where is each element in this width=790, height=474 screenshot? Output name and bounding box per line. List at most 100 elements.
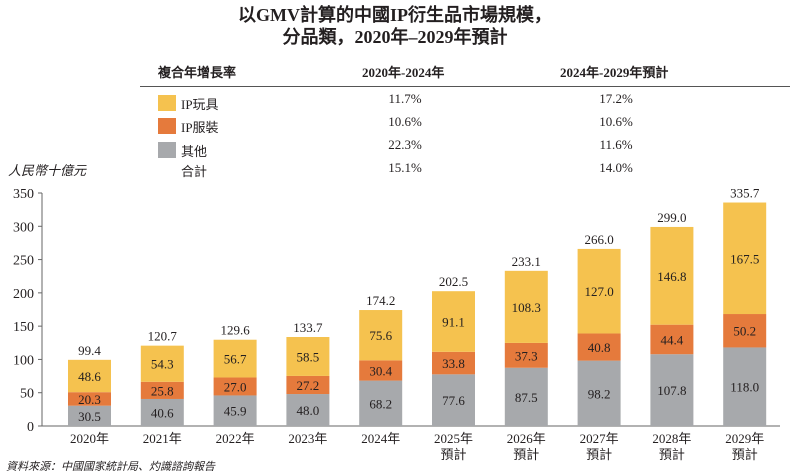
bar-segment-label: 30.5: [78, 409, 101, 424]
bar-segment-label: 98.2: [588, 386, 611, 401]
bar-segment: [68, 359, 111, 393]
x-tick-label: 2023年: [288, 431, 327, 446]
bar-total-label: 233.1: [512, 254, 541, 269]
bar-total-label: 120.7: [148, 329, 178, 344]
cagr-table-header: 複合年增長率: [158, 65, 237, 80]
bar-segment: [286, 336, 330, 376]
bar-segment-label: 58.5: [297, 349, 320, 364]
source-note: 資料來源：中國國家統計局、灼識諮詢報告: [6, 461, 215, 473]
bar-segment: [504, 270, 548, 343]
bar-segment-label: 40.8: [588, 340, 611, 355]
y-tick-label: 100: [13, 353, 34, 368]
bar-segment: [723, 314, 767, 348]
bar-segment-label: 146.8: [657, 269, 686, 284]
bar-segment: [432, 291, 475, 352]
x-tick-label-sub: 預計: [513, 447, 539, 462]
cagr-ip-apparel-2024-2029: 10.6%: [599, 114, 633, 129]
bar-segment-label: 118.0: [730, 380, 759, 395]
bar-segment-label: 68.2: [369, 396, 392, 411]
bar-segment-label: 27.2: [297, 378, 320, 393]
bar-segment: [723, 202, 767, 315]
bar-segment: [68, 405, 111, 426]
cagr-others-2024-2029: 11.6%: [599, 137, 633, 152]
bar-segment: [359, 360, 403, 381]
bar-segment-label: 33.8: [442, 356, 465, 371]
bar-segment-label: 108.3: [512, 300, 541, 315]
bar-segment: [504, 342, 548, 368]
y-tick-label: 200: [13, 287, 34, 302]
x-tick-label-sub: 預計: [586, 447, 612, 462]
y-tick-label: 350: [13, 187, 34, 202]
bar-segment: [213, 377, 257, 396]
legend-label-total: 合計: [181, 164, 208, 179]
bar-segment: [650, 354, 694, 426]
bar-segment: [213, 395, 257, 426]
legend-label-others: 其他: [181, 144, 208, 159]
bar-total-label: 174.2: [366, 293, 395, 308]
bar-segment: [359, 380, 403, 426]
x-tick-label: 2026年: [507, 431, 546, 446]
bar-segment: [650, 226, 694, 325]
x-tick-label: 2027年: [580, 431, 619, 446]
bar-total-label: 266.0: [584, 232, 613, 247]
bar-segment: [432, 351, 475, 375]
x-tick-label: 2021年: [143, 431, 182, 446]
bar-segment: [286, 375, 330, 395]
bar-segment-label: 37.3: [515, 348, 538, 363]
cagr-total-2020-2024: 15.1%: [388, 160, 422, 175]
bar-segment: [504, 367, 548, 426]
x-tick-label: 2029年: [725, 431, 764, 446]
cagr-col1-header: 2020年-2024年: [362, 65, 445, 80]
bar-segment: [213, 339, 257, 378]
x-tick-label-sub: 預計: [732, 447, 758, 462]
x-tick-label: 2028年: [652, 431, 691, 446]
bar-segment: [359, 310, 403, 361]
bar-segment-label: 75.6: [369, 328, 392, 343]
cagr-ip-toys-2020-2024: 11.7%: [388, 91, 422, 106]
legend-swatch-ip-apparel: [158, 118, 176, 134]
bar-segment: [577, 360, 621, 426]
cagr-others-2020-2024: 22.3%: [388, 137, 422, 152]
x-tick-label: 2025年: [434, 431, 473, 446]
bar-segment: [140, 381, 184, 399]
bar-segment-label: 56.7: [224, 352, 247, 367]
bar-segment: [577, 248, 621, 334]
y-tick-label: 300: [13, 220, 34, 235]
legend-label-ip-toys: IP玩具: [181, 97, 219, 112]
bar-total-label: 335.7: [730, 186, 760, 201]
bar-segment-label: 77.6: [442, 393, 465, 408]
cagr-total-2024-2029: 14.0%: [599, 160, 633, 175]
bar-segment: [286, 394, 330, 426]
bar-total-label: 99.4: [78, 343, 101, 358]
bar-segment-label: 91.1: [442, 315, 465, 330]
bar-segment-label: 27.0: [224, 379, 247, 394]
bar-total-label: 202.5: [439, 274, 468, 289]
bar-total-label: 133.7: [293, 320, 323, 335]
bar-segment-label: 48.0: [297, 403, 320, 418]
bar-segment-label: 167.5: [730, 251, 759, 266]
x-tick-label: 2022年: [216, 431, 255, 446]
bar-segment-label: 87.5: [515, 390, 538, 405]
bar-segment-label: 40.6: [151, 405, 174, 420]
chart-title-line2: 分品類，2020年–2029年預計: [282, 27, 508, 47]
bar-segment: [723, 347, 767, 426]
bar-segment: [432, 374, 475, 426]
bar-segment-label: 20.3: [78, 392, 101, 407]
y-tick-label: 250: [13, 254, 34, 269]
bar-segment: [577, 333, 621, 361]
y-axis-unit-label: 人民幣十億元: [8, 163, 87, 178]
bar-segment-label: 50.2: [733, 324, 756, 339]
bar-total-label: 129.6: [220, 323, 250, 338]
cagr-ip-toys-2024-2029: 17.2%: [599, 91, 633, 106]
bar-segment-label: 44.4: [661, 332, 684, 347]
cagr-ip-apparel-2020-2024: 10.6%: [388, 114, 422, 129]
y-tick-label: 50: [20, 387, 34, 402]
legend-swatch-ip-toys: [158, 95, 176, 111]
legend-label-ip-apparel: IP服裝: [181, 120, 219, 135]
bar-segment-label: 25.8: [151, 383, 174, 398]
cagr-header-rule: [140, 86, 790, 87]
y-tick-label: 0: [27, 420, 34, 435]
bar-segment: [650, 324, 694, 355]
x-tick-label-sub: 預計: [659, 447, 685, 462]
